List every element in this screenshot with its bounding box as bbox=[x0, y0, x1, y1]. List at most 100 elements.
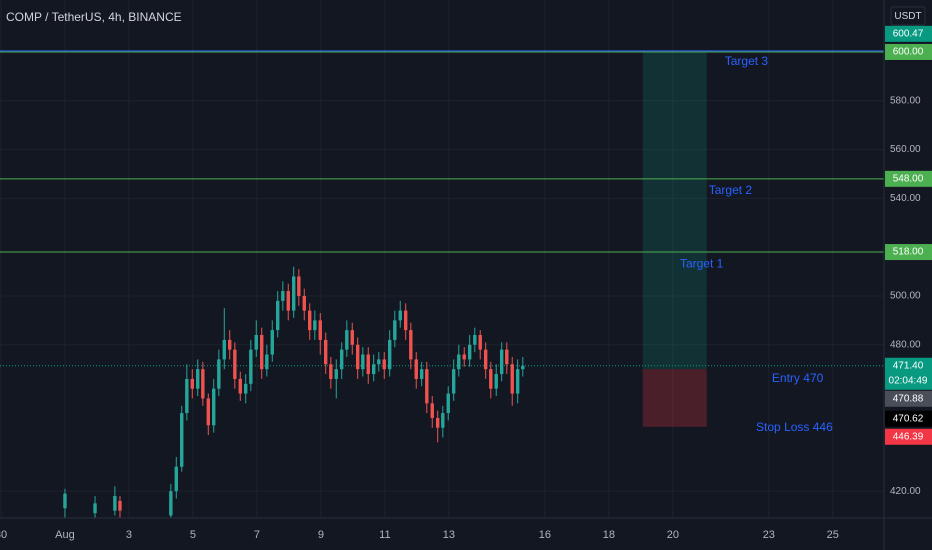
candle-body bbox=[276, 300, 280, 331]
candle-body bbox=[451, 369, 456, 394]
candle-body bbox=[185, 378, 189, 414]
price-tag: 470.88 bbox=[893, 393, 924, 404]
x-tick-label: 30 bbox=[0, 529, 7, 541]
y-tick-label: 560.00 bbox=[890, 144, 921, 155]
candle-body bbox=[63, 493, 67, 509]
y-tick-label: 580.00 bbox=[890, 95, 921, 106]
candle-body bbox=[483, 349, 488, 370]
annotation: Entry 470 bbox=[772, 371, 824, 385]
countdown: 02:04:49 bbox=[889, 375, 928, 386]
current-price-tag-bg bbox=[885, 357, 932, 390]
candle-body bbox=[494, 374, 498, 389]
candle-body bbox=[206, 398, 210, 426]
level-tag-bg bbox=[885, 25, 932, 42]
candle-body bbox=[270, 330, 274, 355]
candle-body bbox=[174, 466, 178, 492]
candle-body bbox=[510, 364, 514, 394]
candle-body bbox=[212, 388, 216, 426]
y-tick-label: 500.00 bbox=[890, 291, 921, 302]
candle-body bbox=[196, 369, 200, 389]
candle-body bbox=[228, 339, 232, 350]
axes: 420.00 480.00 500.00 540.00 560.00 580.00 30 Au… bbox=[0, 25, 932, 541]
annotation: Target 3 bbox=[725, 54, 769, 68]
candle-body bbox=[238, 378, 242, 394]
candle-body bbox=[222, 339, 226, 360]
candle-body bbox=[462, 354, 466, 360]
candle-body bbox=[441, 413, 445, 428]
candle-body bbox=[371, 364, 376, 375]
candle-body bbox=[302, 295, 306, 311]
candle-body bbox=[329, 364, 333, 379]
candle-body bbox=[297, 276, 301, 296]
currency-label[interactable]: USDT bbox=[894, 11, 921, 22]
level-tag-bg bbox=[885, 244, 932, 261]
x-tick-label: 9 bbox=[318, 529, 324, 541]
candle-body bbox=[387, 339, 392, 370]
candle-body bbox=[180, 413, 184, 467]
candle-body bbox=[457, 354, 461, 370]
candle-body bbox=[398, 310, 402, 321]
candle-body bbox=[217, 359, 221, 389]
y-tick-label: 480.00 bbox=[890, 339, 921, 350]
candle-body bbox=[430, 403, 434, 418]
candle-body bbox=[169, 491, 173, 516]
x-tick-label: 3 bbox=[126, 529, 132, 541]
x-tick-label: 13 bbox=[443, 529, 455, 541]
level-tag: 600.47 bbox=[893, 28, 924, 39]
candle-body bbox=[318, 320, 322, 340]
candle-body bbox=[265, 354, 269, 370]
candle-body bbox=[308, 310, 312, 331]
level-tag-bg bbox=[885, 43, 932, 60]
level-tag-bg bbox=[885, 170, 932, 187]
price-tag-bg bbox=[885, 410, 932, 427]
candle-body bbox=[286, 291, 290, 311]
candle-body bbox=[113, 496, 117, 511]
x-tick-label: 16 bbox=[539, 529, 551, 541]
candle-body bbox=[324, 339, 328, 365]
candle-body bbox=[515, 369, 520, 394]
y-tick-label: 540.00 bbox=[890, 193, 921, 204]
candle-body bbox=[190, 378, 194, 389]
candle-body bbox=[521, 365, 525, 370]
level-tag: 518.00 bbox=[893, 247, 924, 258]
candle-body bbox=[393, 320, 397, 340]
candle-body bbox=[467, 344, 472, 360]
x-tick-label: 20 bbox=[667, 529, 679, 541]
stop-zone bbox=[642, 369, 707, 427]
candle-body bbox=[473, 335, 477, 345]
x-tick-label: 7 bbox=[254, 529, 260, 541]
candle-body bbox=[366, 354, 370, 375]
candle-body bbox=[355, 344, 360, 370]
price-tag-bg bbox=[885, 428, 932, 445]
x-tick-label: 5 bbox=[190, 529, 196, 541]
candle-body bbox=[489, 369, 493, 389]
candle-body bbox=[499, 349, 504, 375]
current-price-tag: 471.40 bbox=[893, 360, 924, 371]
candle-body bbox=[425, 369, 429, 404]
target-zone bbox=[642, 51, 707, 370]
x-tick-label: Aug bbox=[55, 529, 75, 541]
candle-body bbox=[201, 369, 205, 399]
annotation: Target 1 bbox=[680, 256, 724, 270]
x-tick-label: 23 bbox=[763, 529, 775, 541]
candle-body bbox=[446, 393, 450, 414]
candle-body bbox=[345, 330, 349, 350]
annotation: Stop Loss 446 bbox=[756, 420, 833, 434]
candle-body bbox=[249, 349, 253, 384]
candle-body bbox=[118, 500, 122, 511]
level-tag: 548.00 bbox=[893, 173, 924, 184]
annotation: Target 2 bbox=[709, 183, 753, 197]
price-tag: 470.62 bbox=[893, 413, 924, 424]
candle-body bbox=[260, 335, 264, 370]
currency-box[interactable] bbox=[890, 6, 926, 26]
candle-body bbox=[377, 359, 381, 365]
x-tick-label: 11 bbox=[379, 529, 390, 541]
candle-body bbox=[281, 291, 285, 301]
candle-body bbox=[313, 320, 317, 331]
y-tick-label: 420.00 bbox=[890, 486, 921, 497]
candle-body bbox=[334, 369, 338, 379]
x-tick-label: 25 bbox=[827, 529, 839, 541]
candle-body bbox=[419, 369, 424, 379]
